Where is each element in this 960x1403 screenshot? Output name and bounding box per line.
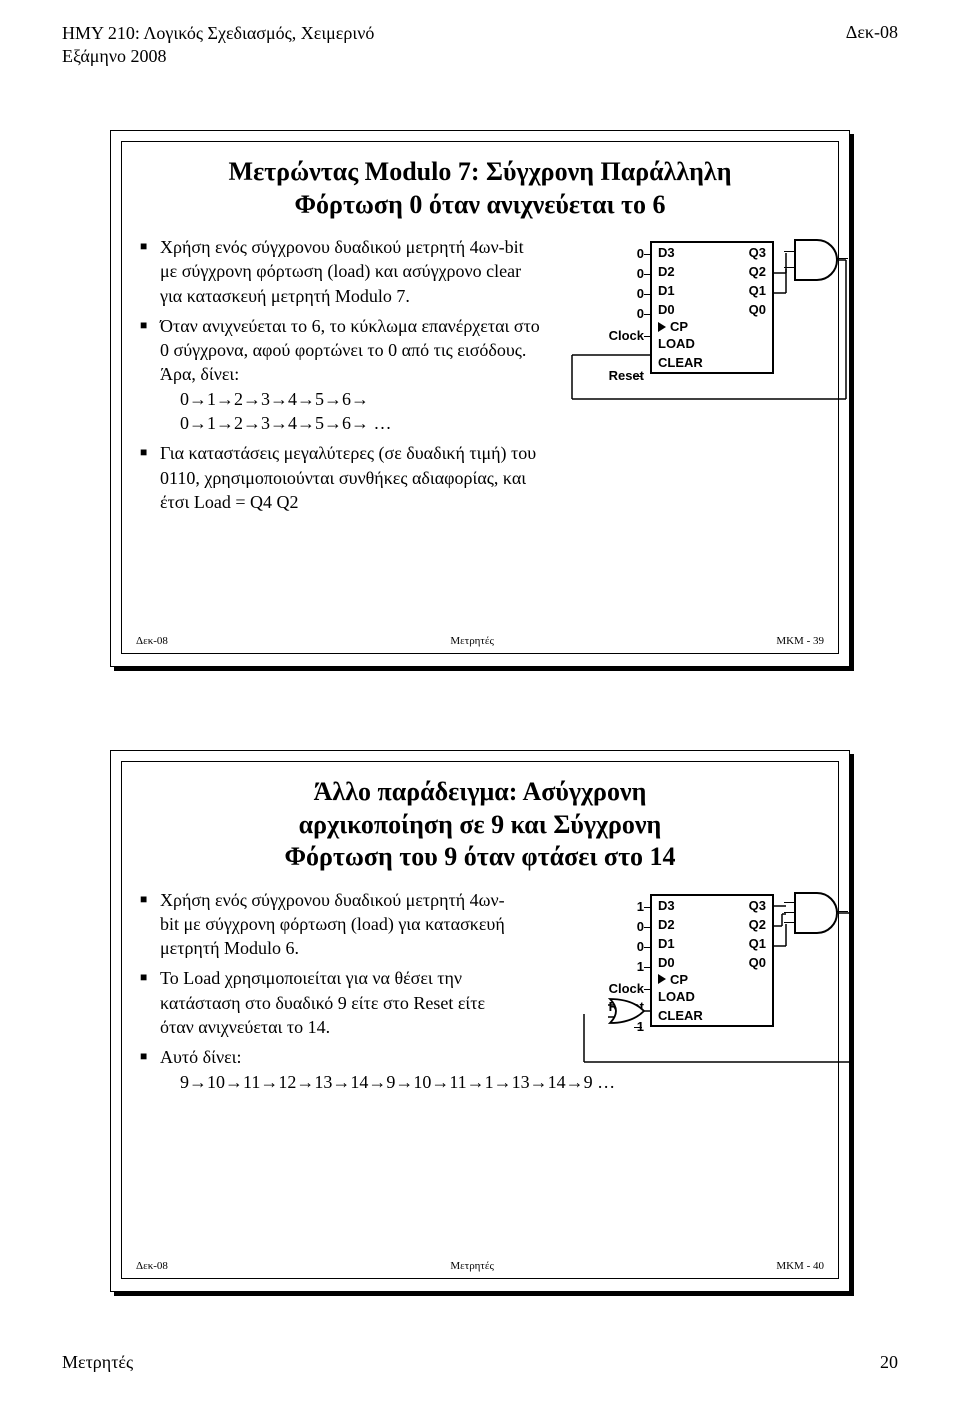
slide-2-bullets: Χρήση ενός σύγχρονου δυαδικού μετρητή 4ω…: [140, 888, 615, 1094]
slide-1-diagram: D3 Q3 D2 Q2 D1 Q1 D0 Q0: [650, 241, 774, 374]
load-label: LOAD: [652, 987, 772, 1006]
slide-1: Μετρώντας Modulo 7: Σύγχρονη Παράλληλη Φ…: [110, 130, 850, 667]
slide-1-seq2: 0→1→2→3→4→5→6→ …: [160, 411, 540, 435]
clock-input-label: Clock: [590, 981, 644, 996]
header-line2: Εξάμηνο 2008: [62, 45, 374, 68]
slide-1-bullets: Χρήση ενός σύγχρονου δυαδικού μετρητή 4ω…: [140, 235, 542, 514]
pin-q: Q1: [749, 283, 766, 298]
slide-2-title: Άλλο παράδειγμα: Ασύγχρονη αρχικοποίηση …: [140, 776, 820, 874]
slide-2-title-line3: Φόρτωση του 9 όταν φτάσει στο 14: [140, 841, 820, 874]
slide-1-title: Μετρώντας Modulo 7: Σύγχρονη Παράλληλη Φ…: [140, 156, 820, 221]
in0: 1: [590, 899, 644, 914]
in1: 0: [590, 919, 644, 934]
wires-2: [772, 892, 862, 1082]
clock-edge-icon: [658, 322, 666, 332]
page-header-left: ΗΜΥ 210: Λογικός Σχεδιασμός, Χειμερινό Ε…: [62, 22, 374, 69]
slide-2-inner: Άλλο παράδειγμα: Ασύγχρονη αρχικοποίηση …: [121, 761, 839, 1279]
pin-d: D3: [658, 245, 675, 260]
slide-2-foot-right: ΜΚΜ - 40: [776, 1260, 824, 1272]
or-gate: [608, 996, 652, 1029]
clear-label: CLEAR: [652, 1006, 772, 1025]
pin-q: Q3: [749, 245, 766, 260]
slide-2-bullet-3-lead: Αυτό δίνει:: [160, 1047, 242, 1067]
slide-2: Άλλο παράδειγμα: Ασύγχρονη αρχικοποίηση …: [110, 750, 850, 1292]
pin-d: D3: [658, 898, 675, 913]
pin-d: D1: [658, 283, 675, 298]
page-header-right: Δεκ-08: [846, 22, 898, 43]
slide-2-title-line2: αρχικοποίηση σε 9 και Σύγχρονη: [140, 809, 820, 842]
in2: 0: [590, 286, 644, 301]
slide-2-bullet-2: Το Load χρησιμοποιείται για να θέσει την…: [140, 966, 520, 1039]
pin-q: Q0: [749, 302, 766, 317]
slide-1-bullet-2-text: Όταν ανιχνεύεται το 6, το κύκλωμα επανέρ…: [160, 316, 540, 385]
clock-input-label: Clock: [590, 328, 644, 343]
pin-row: D1 Q1: [652, 934, 772, 953]
clear-label: CLEAR: [652, 353, 772, 372]
in3: 1: [590, 959, 644, 974]
pin-row: D2 Q2: [652, 915, 772, 934]
in2: 0: [590, 939, 644, 954]
slide-1-foot-center: Μετρητές: [450, 635, 493, 647]
slide-2-diagram: D3 Q3 D2 Q2 D1 Q1 D0 Q0: [650, 894, 774, 1027]
pin-q: Q0: [749, 955, 766, 970]
page-footer-right: 20: [880, 1352, 898, 1373]
cp-label: CP: [670, 319, 688, 334]
slide-1-inner: Μετρώντας Modulo 7: Σύγχρονη Παράλληλη Φ…: [121, 141, 839, 654]
counter-box-1: D3 Q3 D2 Q2 D1 Q1 D0 Q0: [650, 241, 774, 374]
pin-d: D1: [658, 936, 675, 951]
slide-2-seq: 9→10→11→12→13→14→9→10→11→1→13→14→9 …: [160, 1070, 615, 1094]
cp-row: CP: [652, 972, 772, 987]
header-line1: ΗΜΥ 210: Λογικός Σχεδιασμός, Χειμερινό: [62, 22, 374, 45]
page-footer-left: Μετρητές: [62, 1352, 133, 1373]
pin-d: D2: [658, 264, 675, 279]
pin-row: D3 Q3: [652, 243, 772, 262]
slide-2-foot-center: Μετρητές: [450, 1260, 493, 1272]
slide-2-footer: Δεκ-08 Μετρητές ΜΚΜ - 40: [136, 1260, 824, 1272]
load-label: LOAD: [652, 334, 772, 353]
pin-d: D0: [658, 955, 675, 970]
in1: 0: [590, 266, 644, 281]
clock-edge-icon: [658, 974, 666, 984]
slide-1-title-line1: Μετρώντας Modulo 7: Σύγχρονη Παράλληλη: [140, 156, 820, 189]
pin-row: D0 Q0: [652, 953, 772, 972]
pin-q: Q2: [749, 264, 766, 279]
pin-row: D0 Q0: [652, 300, 772, 319]
slide-2-bullet-1: Χρήση ενός σύγχρονου δυαδικού μετρητή 4ω…: [140, 888, 520, 961]
pin-q: Q2: [749, 917, 766, 932]
slide-1-foot-left: Δεκ-08: [136, 635, 168, 647]
pin-row: D1 Q1: [652, 281, 772, 300]
pin-row: D2 Q2: [652, 262, 772, 281]
pin-q: Q3: [749, 898, 766, 913]
cp-row: CP: [652, 319, 772, 334]
slide-2-foot-left: Δεκ-08: [136, 1260, 168, 1272]
pin-row: D3 Q3: [652, 896, 772, 915]
slide-2-bullet-3: Αυτό δίνει: 9→10→11→12→13→14→9→10→11→1→1…: [140, 1045, 615, 1094]
slide-1-footer: Δεκ-08 Μετρητές ΜΚΜ - 39: [136, 635, 824, 647]
slide-1-bullet-1: Χρήση ενός σύγχρονου δυαδικού μετρητή 4ω…: [140, 235, 540, 308]
cp-label: CP: [670, 972, 688, 987]
wires-1: [772, 239, 852, 409]
slide-1-bullet-2: Όταν ανιχνεύεται το 6, το κύκλωμα επανέρ…: [140, 314, 540, 435]
counter-box-2: D3 Q3 D2 Q2 D1 Q1 D0 Q0: [650, 894, 774, 1027]
slide-1-bullet-3: Για καταστάσεις μεγαλύτερες (σε δυαδική …: [140, 441, 542, 514]
pin-d: D0: [658, 302, 675, 317]
pin-d: D2: [658, 917, 675, 932]
slide-1-title-line2: Φόρτωση 0 όταν ανιχνεύεται το 6: [140, 189, 820, 222]
pin-q: Q1: [749, 936, 766, 951]
slide-1-seq1: 0→1→2→3→4→5→6→: [160, 387, 540, 411]
or-gate-icon: [608, 996, 652, 1026]
slide-1-foot-right: ΜΚΜ - 39: [776, 635, 824, 647]
in0: 0: [590, 246, 644, 261]
slide-2-title-line1: Άλλο παράδειγμα: Ασύγχρονη: [140, 776, 820, 809]
in3: 0: [590, 306, 644, 321]
